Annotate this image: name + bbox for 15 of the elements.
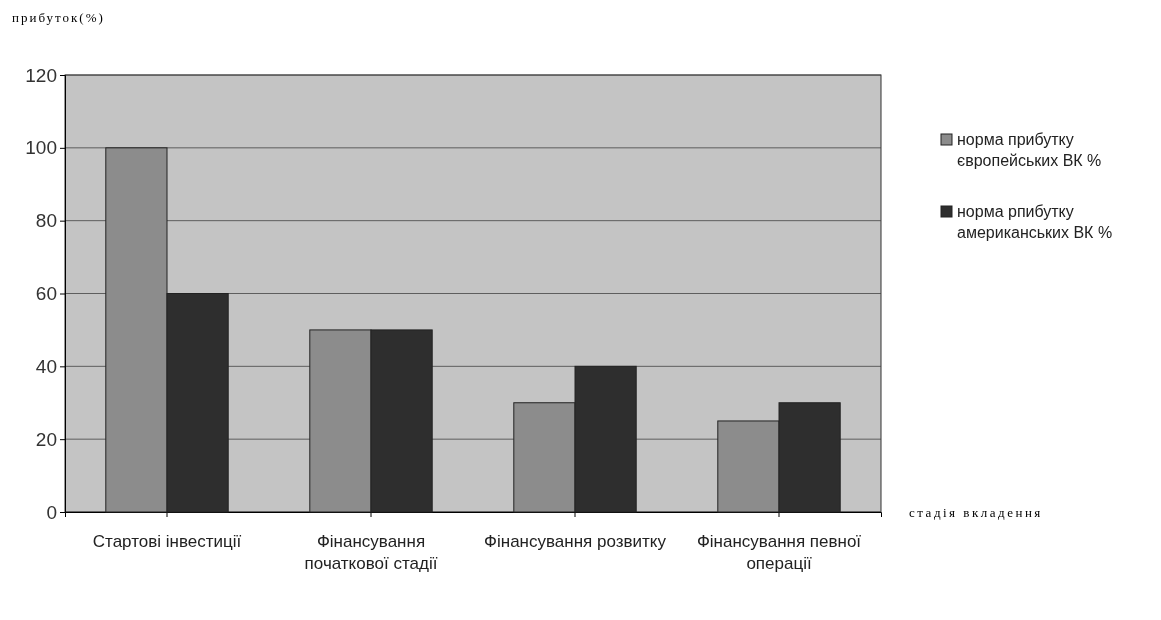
y-tick-label: 40 (35, 355, 57, 377)
y-tick-label: 20 (35, 428, 57, 450)
y-tick-label: 100 (25, 137, 57, 159)
y-axis-title: прибуток(%) (12, 10, 105, 25)
x-tick-label: Фінансування розвитку (484, 532, 667, 552)
legend-label: норма рпибутку американських ВК % (957, 203, 1113, 241)
x-tick-label: Фінансування певної операції (696, 532, 862, 574)
legend-label: норма прибутку європейських ВК % (957, 131, 1102, 169)
x-tick-label: Фінансування початкової стадії (304, 532, 438, 574)
y-tick-label: 60 (35, 283, 57, 305)
y-tick-label: 0 (46, 501, 57, 523)
x-axis-title: стадія вкладення (909, 505, 1043, 520)
y-tick-label: 120 (25, 64, 57, 86)
y-tick-label: 80 (35, 210, 57, 232)
x-tick-label: Стартові інвестиції (92, 532, 242, 552)
